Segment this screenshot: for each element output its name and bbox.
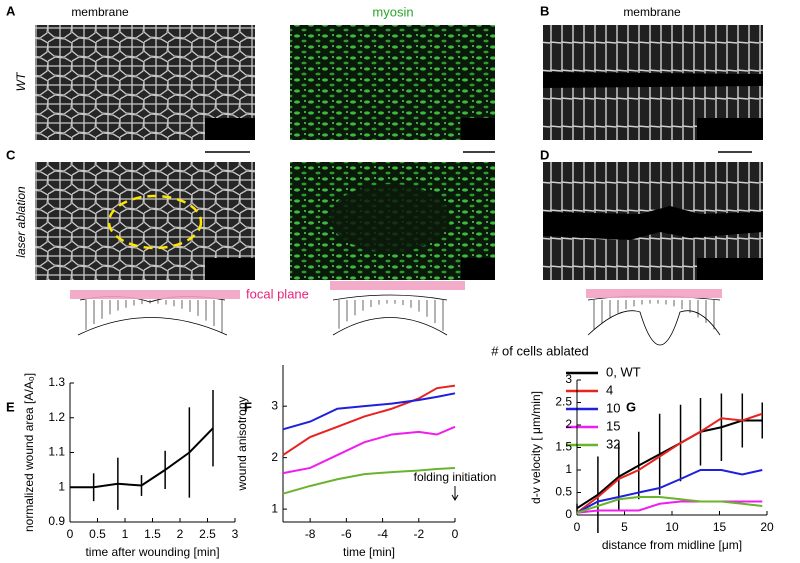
y-axis-label: d-v velocity [ μm/min]: [529, 391, 543, 504]
y-tick-label: 1: [565, 462, 572, 476]
panel-label: E: [6, 399, 15, 414]
panel-label: G: [626, 399, 636, 414]
inset-mask: [697, 118, 763, 140]
x-tick-label: 0: [452, 527, 459, 541]
y-axis-label: wound anisotropy: [235, 396, 249, 491]
x-axis-label: time [min]: [343, 545, 395, 559]
legend-label: 32: [606, 436, 620, 451]
focal-plane: [70, 290, 240, 299]
x-tick-label: 15: [713, 520, 727, 534]
series-line: [576, 500, 763, 514]
series-line: [282, 425, 456, 475]
row-label: laser ablation: [14, 186, 28, 258]
annotation: folding initiation: [414, 470, 497, 484]
y-axis-label: normalized wound area [A/A₀]: [22, 373, 36, 532]
annotation-arrow: [451, 486, 459, 501]
y-tick-label: 0: [565, 507, 572, 521]
x-tick-label: -4: [377, 527, 388, 541]
inset-mask: [205, 118, 255, 140]
legend-label: 0, WT: [606, 364, 641, 379]
x-tick-label: -2: [413, 527, 424, 541]
x-tick-label: -8: [305, 527, 316, 541]
x-tick-label: 10: [665, 520, 679, 534]
legend-label: 10: [606, 400, 620, 415]
y-tick-label: 3: [271, 398, 278, 412]
y-tick-label: 0.5: [555, 485, 572, 499]
cell-outlines: [85, 300, 715, 333]
series-line: [576, 496, 763, 514]
x-axis-label: distance from midline [μm]: [602, 538, 742, 552]
legend-label: 15: [606, 418, 620, 433]
micrograph: [290, 25, 495, 140]
series-line: [576, 412, 763, 514]
y-tick-label: 2.5: [555, 395, 572, 409]
focal-plane: [330, 281, 465, 290]
x-tick-label: 0.5: [89, 527, 106, 541]
y-tick-label: 2: [271, 450, 278, 464]
focal-plane-label: focal plane: [246, 286, 309, 301]
row-label: WT: [14, 71, 28, 91]
ablation-outline: [107, 194, 203, 250]
panel-label: C: [6, 147, 16, 162]
furrow: [543, 72, 763, 88]
y-tick-label: 1.1: [48, 445, 65, 459]
inset-mask: [461, 258, 495, 280]
series-line: [282, 392, 456, 431]
x-tick-label: 0: [574, 520, 581, 534]
series-line: [576, 419, 763, 510]
ablated-region: [330, 184, 450, 252]
y-tick-label: 1: [271, 501, 278, 515]
x-tick-label: 2.5: [199, 527, 216, 541]
inset-mask: [697, 258, 763, 280]
x-tick-label: 2: [177, 527, 184, 541]
y-tick-label: 0.9: [48, 514, 65, 528]
inset-mask: [205, 258, 255, 280]
y-tick-label: 2: [565, 417, 572, 431]
inset-mask: [461, 118, 495, 140]
furrow: [543, 206, 763, 240]
series-line: [282, 466, 456, 495]
x-tick-label: -6: [341, 527, 352, 541]
x-tick-label: 3: [232, 527, 239, 541]
x-axis-label: time after wounding [min]: [85, 545, 219, 559]
column-header: membrane: [623, 5, 681, 19]
x-tick-label: 5: [621, 520, 628, 534]
panel-label: A: [6, 3, 16, 18]
series-line: [282, 384, 456, 456]
x-tick-label: 20: [760, 520, 774, 534]
legend-title: # of cells ablated: [491, 343, 589, 358]
column-header: myosin: [372, 4, 413, 19]
y-tick-label: 3: [565, 372, 572, 386]
column-header: membrane: [71, 5, 129, 19]
y-tick-label: 1.5: [555, 440, 572, 454]
y-tick-label: 1.2: [48, 410, 65, 424]
y-tick-label: 1.3: [48, 375, 65, 389]
panel-label: D: [540, 147, 549, 162]
x-tick-label: 1: [122, 527, 129, 541]
series-line: [576, 469, 763, 514]
legend-label: 4: [606, 382, 613, 397]
panel-label: F: [244, 399, 252, 414]
x-tick-label: 1.5: [144, 527, 161, 541]
y-tick-label: 1: [58, 479, 65, 493]
panel-label: B: [540, 3, 549, 18]
focal-plane: [586, 289, 722, 298]
x-tick-label: 0: [67, 527, 74, 541]
